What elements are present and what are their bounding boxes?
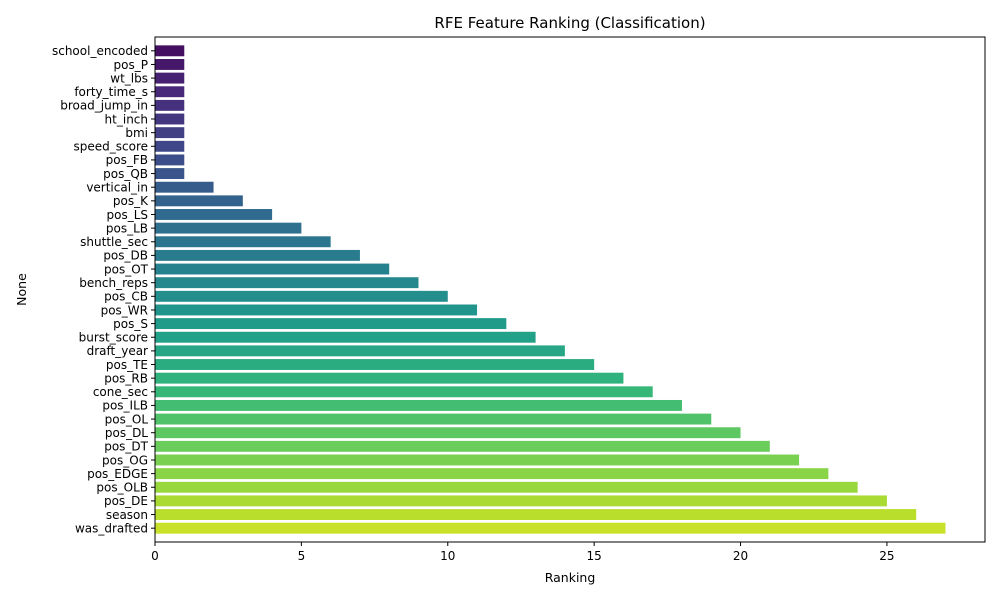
bar-draft_year [155, 345, 565, 357]
bar-pos_CB [155, 290, 448, 302]
bar-pos_LB [155, 222, 302, 234]
y-tick-label: pos_OT [104, 262, 149, 276]
y-tick-label: school_encoded [52, 44, 148, 58]
y-tick-labels: school_encodedpos_Pwt_lbsforty_time_sbro… [52, 44, 155, 535]
bar-pos_RB [155, 372, 624, 384]
x-tick-label: 20 [733, 549, 748, 563]
bar-pos_WR [155, 304, 478, 316]
x-tick-label: 25 [879, 549, 894, 563]
y-tick-label: pos_FB [106, 153, 148, 167]
x-tick-label: 15 [587, 549, 602, 563]
bar-broad_jump_in [155, 99, 185, 111]
y-tick-label: bench_reps [79, 276, 148, 290]
y-tick-label: pos_CB [104, 290, 148, 304]
bar-was_drafted [155, 522, 946, 534]
bars-group [155, 45, 946, 534]
y-tick-label: draft_year [87, 344, 148, 358]
bar-pos_DB [155, 249, 360, 261]
bar-pos_EDGE [155, 468, 829, 480]
bar-pos_LS [155, 209, 273, 220]
y-tick-label: broad_jump_in [60, 99, 148, 113]
bar-season [155, 509, 917, 520]
bar-pos_TE [155, 359, 595, 370]
y-tick-label: was_drafted [75, 521, 148, 535]
y-tick-label: burst_score [79, 331, 148, 345]
bar-vertical_in [155, 181, 214, 193]
bar-bmi [155, 127, 185, 139]
y-tick-label: pos_P [114, 58, 148, 72]
y-tick-label: pos_S [113, 317, 148, 331]
y-tick-label: pos_EDGE [87, 467, 148, 481]
y-tick-label: season [106, 508, 148, 522]
chart-title: RFE Feature Ranking (Classification) [434, 14, 705, 32]
y-tick-label: vertical_in [86, 181, 148, 195]
y-tick-label: pos_DB [103, 249, 148, 263]
y-tick-label: pos_QB [103, 167, 148, 181]
y-tick-label: pos_OL [105, 412, 149, 426]
x-tick-label: 5 [298, 549, 306, 563]
bar-pos_P [155, 59, 185, 70]
y-tick-label: pos_OLB [96, 481, 148, 495]
bar-pos_FB [155, 154, 185, 166]
bar-pos_DL [155, 427, 741, 439]
bar-speed_score [155, 140, 185, 152]
bar-forty_time_s [155, 86, 185, 98]
y-tick-label: wt_lbs [110, 71, 148, 85]
bar-cone_sec [155, 386, 653, 398]
bar-pos_OL [155, 413, 712, 425]
y-tick-label: pos_DL [105, 426, 148, 440]
y-tick-label: ht_inch [105, 112, 148, 126]
bar-pos_K [155, 195, 243, 207]
y-tick-label: pos_K [113, 194, 149, 208]
y-tick-label: pos_OG [102, 453, 148, 467]
x-ticks: 0 5 10 15 20 25 [151, 542, 895, 563]
bar-pos_OLB [155, 481, 858, 493]
plot-frame [154, 36, 986, 543]
bar-pos_S [155, 318, 507, 330]
bar-shuttle_sec [155, 236, 331, 248]
y-axis-label: None [14, 273, 29, 306]
x-tick-label: 0 [151, 549, 159, 563]
y-tick-label: forty_time_s [74, 85, 148, 99]
y-tick-label: pos_WR [101, 303, 148, 317]
bar-bench_reps [155, 277, 419, 289]
bar-pos_DE [155, 495, 887, 507]
bar-school_encoded [155, 45, 185, 57]
y-tick-label: pos_LB [106, 221, 148, 235]
bar-pos_QB [155, 168, 185, 180]
bar-ht_inch [155, 113, 185, 125]
bar-burst_score [155, 331, 536, 343]
y-tick-label: speed_score [74, 140, 149, 154]
bar-wt_lbs [155, 72, 185, 84]
y-tick-label: pos_DE [104, 494, 148, 508]
y-tick-label: pos_TE [106, 358, 148, 372]
bar-pos_DT [155, 440, 770, 452]
y-tick-label: shuttle_sec [80, 235, 148, 249]
bar-pos_OT [155, 263, 390, 275]
y-tick-label: pos_LS [106, 208, 148, 222]
x-axis-label: Ranking [545, 570, 596, 585]
y-tick-label: pos_ILB [102, 399, 148, 413]
x-tick-label: 10 [440, 549, 455, 563]
y-tick-label: pos_DT [104, 440, 148, 454]
bar-pos_ILB [155, 399, 682, 411]
bar-pos_OG [155, 454, 800, 466]
y-tick-label: cone_sec [93, 385, 148, 399]
y-tick-label: pos_RB [104, 371, 148, 385]
y-tick-label: bmi [125, 126, 148, 140]
